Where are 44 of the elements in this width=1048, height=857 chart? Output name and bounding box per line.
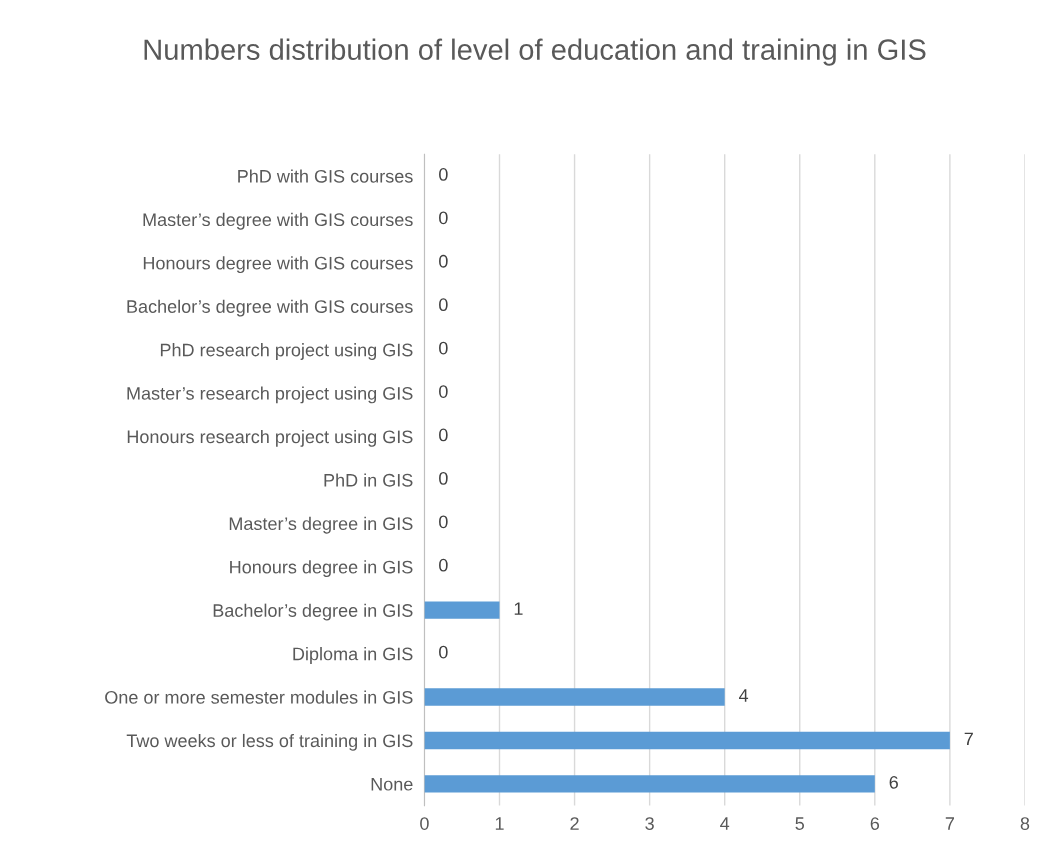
data-label: 0	[439, 428, 448, 442]
data-label: 0	[439, 298, 448, 312]
data-label: 0	[439, 168, 448, 181]
y-tick-label: Diploma in GIS	[293, 647, 413, 664]
bar	[424, 731, 950, 750]
y-tick-label: Master’s degree with GIS courses	[143, 212, 413, 230]
data-label: 0	[439, 558, 448, 572]
data-label: 0	[439, 515, 448, 529]
y-tick-label: Master’s research project using GIS	[127, 386, 413, 404]
x-tick-label: 5	[795, 817, 805, 830]
x-tick-label: 2	[570, 817, 579, 830]
y-tick-label: PhD in GIS	[324, 473, 413, 487]
x-tick-label: 4	[720, 817, 730, 830]
data-label: 0	[439, 254, 448, 268]
data-label: 0	[439, 211, 448, 225]
chart-title: Numbers distribution of level of education and training in GIS	[144, 38, 926, 66]
bar	[424, 601, 500, 619]
x-tick-label: 0	[420, 817, 429, 830]
data-label: 0	[439, 471, 448, 485]
y-tick-label: PhD with GIS courses	[238, 169, 413, 183]
x-tick-label: 3	[645, 817, 654, 830]
y-tick-label: One or more semester modules in GIS	[105, 690, 413, 704]
y-tick-label: Master’s degree in GIS	[229, 516, 413, 534]
bar	[424, 688, 725, 706]
y-tick-label: Honours degree with GIS courses	[143, 256, 413, 274]
x-tick-label: 7	[945, 817, 954, 830]
x-tick-label: 6	[870, 817, 880, 830]
y-tick-label: Two weeks or less of training in GIS	[126, 733, 413, 751]
y-tick-label: Honours research project using GIS	[127, 429, 413, 447]
data-label: 7	[964, 732, 973, 746]
y-tick-label: Honours degree in GIS	[230, 560, 413, 578]
x-tick-label: 8	[1020, 817, 1030, 830]
data-label: 1	[514, 602, 523, 615]
y-tick-label: None	[371, 777, 413, 791]
y-tick-label: Bachelor’s degree in GIS	[213, 603, 413, 621]
data-label: 6	[889, 775, 898, 789]
x-tick-label: 1	[495, 817, 504, 830]
bar	[424, 775, 875, 793]
data-label: 4	[739, 689, 749, 702]
data-label: 0	[439, 385, 448, 398]
data-label: 0	[439, 645, 448, 659]
data-label: 0	[439, 341, 448, 355]
y-tick-label: Bachelor’s degree with GIS courses	[127, 299, 413, 317]
y-tick-label: PhD research project using GIS	[160, 343, 413, 360]
